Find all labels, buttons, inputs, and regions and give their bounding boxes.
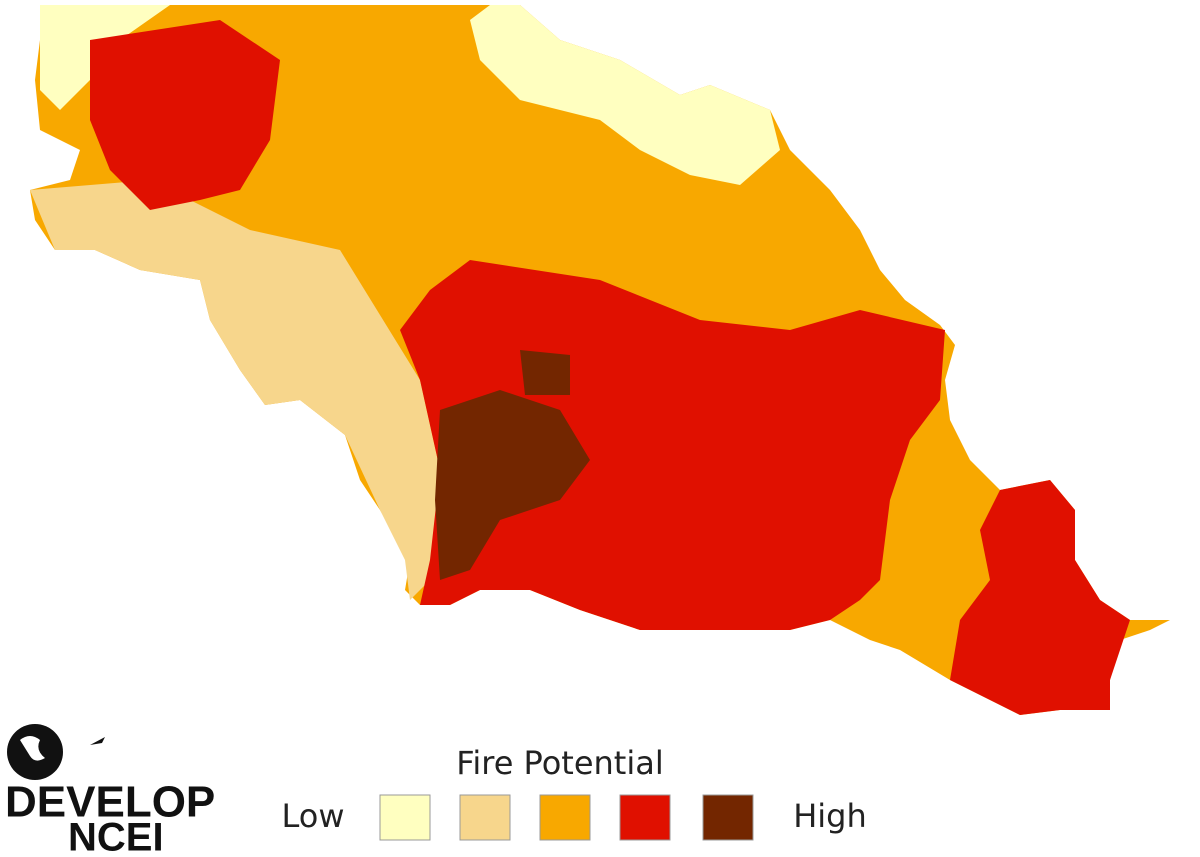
- region-very-high: [435, 390, 590, 580]
- region-high: [90, 20, 280, 210]
- map: [30, 5, 1170, 715]
- legend-low: Low: [281, 797, 344, 835]
- region-very-low: [470, 5, 780, 185]
- legend-swatch: [459, 794, 511, 841]
- region-low: [30, 180, 440, 600]
- legend-swatch: [702, 794, 754, 841]
- region-high: [950, 480, 1130, 715]
- logo: DEVELOP NCEI: [5, 724, 215, 857]
- legend: Fire Potential Low High: [281, 744, 867, 841]
- logo-line1: DEVELOP: [5, 778, 215, 827]
- logo-line2: NCEI: [68, 816, 164, 857]
- logo-satellite: [90, 737, 105, 745]
- legend-swatch: [539, 794, 591, 841]
- legend-swatch: [379, 794, 431, 841]
- legend-title: Fire Potential: [456, 744, 663, 782]
- logo-continent: [20, 736, 45, 761]
- region-very-high: [520, 350, 570, 395]
- legend-high: High: [793, 797, 867, 835]
- legend-swatch: [619, 794, 671, 841]
